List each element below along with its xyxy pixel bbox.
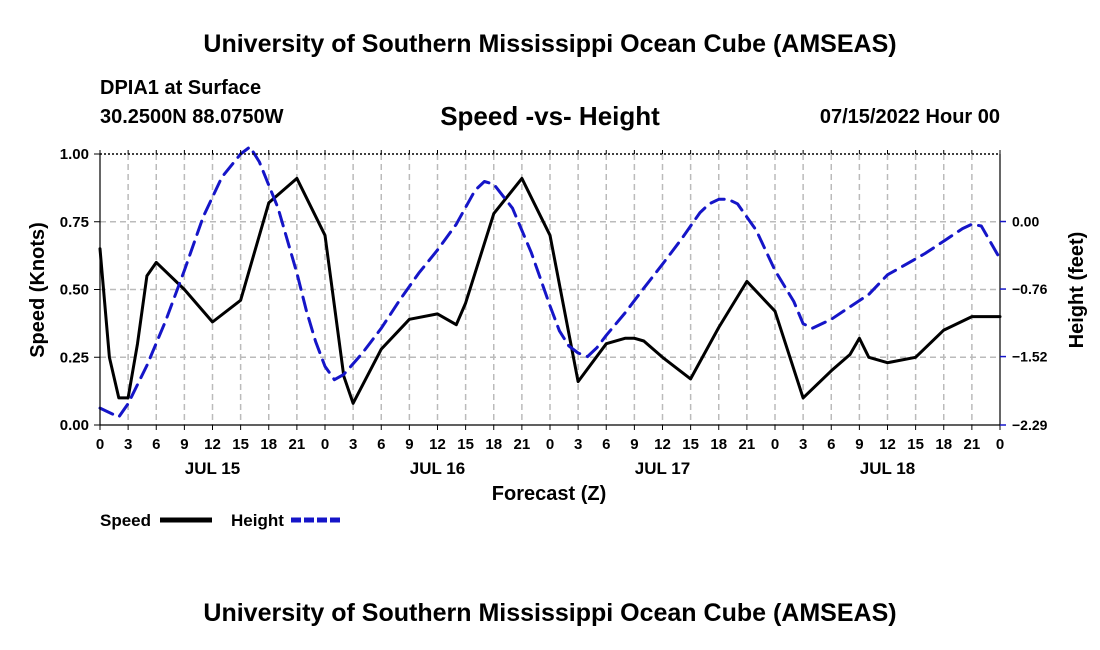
x-tick-label: 12 xyxy=(429,436,446,453)
legend-label-height: Height xyxy=(231,511,284,530)
x-tick-label: 18 xyxy=(260,436,277,453)
y-tick-label: 0.25 xyxy=(60,349,89,366)
x-tick-label: 9 xyxy=(405,436,413,453)
forecast-datetime: 07/15/2022 Hour 00 xyxy=(819,106,1000,128)
x-tick-label: 18 xyxy=(710,436,727,453)
x-tick-label: 15 xyxy=(232,436,249,453)
x-tick-label: 0 xyxy=(771,436,779,453)
x-tick-label: 0 xyxy=(546,436,554,453)
chart-title: Speed -vs- Height xyxy=(440,101,660,131)
y2-tick-label: −1.52 xyxy=(1012,349,1048,365)
x-day-label: JUL 17 xyxy=(635,459,690,478)
x-tick-label: 6 xyxy=(602,436,610,453)
main-title: University of Southern Mississippi Ocean… xyxy=(203,30,897,58)
station-name: DPIA1 at Surface xyxy=(100,77,262,99)
legend: Speed Height xyxy=(100,511,343,530)
y-tick-label: 0.50 xyxy=(60,282,89,299)
x-tick-label: 15 xyxy=(457,436,474,453)
y-tick-label: 1.00 xyxy=(60,146,89,163)
x-day-label: JUL 18 xyxy=(860,459,915,478)
y2-axis-title: Height (feet) xyxy=(1066,232,1088,349)
y-tick-label: 0.00 xyxy=(60,417,89,434)
x-tick-label: 3 xyxy=(799,436,807,453)
x-tick-label: 6 xyxy=(377,436,385,453)
footer-title: University of Southern Mississippi Ocean… xyxy=(203,599,897,627)
x-tick-label: 6 xyxy=(152,436,160,453)
x-tick-label: 21 xyxy=(514,436,531,453)
series-layer xyxy=(98,145,1002,419)
x-tick-label: 0 xyxy=(96,436,104,453)
station-coordinates: 30.2500N 88.0750W xyxy=(100,106,284,128)
y2-tick-label: −0.76 xyxy=(1012,281,1048,297)
y2-tick-label: 0.00 xyxy=(1012,214,1039,230)
x-tick-label: 9 xyxy=(180,436,188,453)
y2-tick-label: −2.29 xyxy=(1012,417,1048,433)
x-tick-label: 12 xyxy=(204,436,221,453)
x-tick-label: 18 xyxy=(485,436,502,453)
x-tick-label: 9 xyxy=(630,436,638,453)
x-tick-label: 15 xyxy=(682,436,699,453)
x-axis-title: Forecast (Z) xyxy=(492,483,606,505)
x-day-label: JUL 16 xyxy=(410,459,465,478)
x-tick-label: 15 xyxy=(907,436,924,453)
x-tick-label: 21 xyxy=(964,436,981,453)
y-axis-title: Speed (Knots) xyxy=(27,222,49,358)
x-tick-label: 12 xyxy=(654,436,671,453)
x-tick-label: 0 xyxy=(321,436,329,453)
x-tick-label: 12 xyxy=(879,436,896,453)
x-tick-label: 21 xyxy=(289,436,306,453)
grid xyxy=(100,154,1000,425)
x-tick-label: 6 xyxy=(827,436,835,453)
y-tick-label: 0.75 xyxy=(60,214,89,231)
x-tick-label: 9 xyxy=(855,436,863,453)
axes: 0 3 6 9 12 15 18 21 0 3 6 9 12 15 18 21 0 3 6 9 12 15 18 21 0 3 6 9… xyxy=(27,146,1088,505)
legend-label-speed: Speed xyxy=(100,511,151,530)
x-day-label: JUL 15 xyxy=(185,459,240,478)
x-tick-label: 0 xyxy=(996,436,1004,453)
x-tick-label: 21 xyxy=(739,436,756,453)
x-tick-label: 3 xyxy=(349,436,357,453)
x-tick-label: 3 xyxy=(574,436,582,453)
series-line-height xyxy=(98,145,1002,419)
series-line-speed xyxy=(98,176,1002,405)
x-tick-label: 3 xyxy=(124,436,132,453)
x-tick-label: 18 xyxy=(935,436,952,453)
